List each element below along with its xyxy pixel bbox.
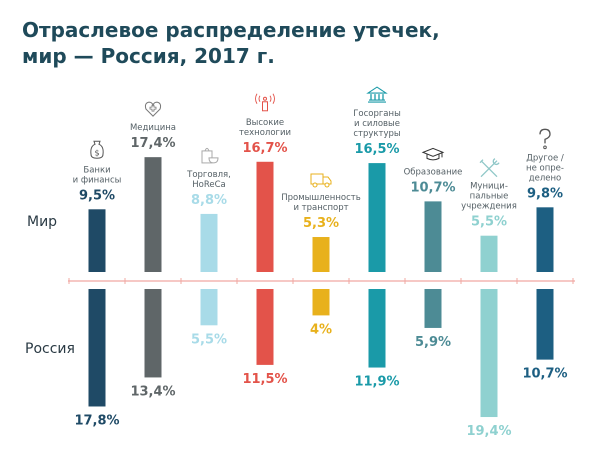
bar-world: [536, 207, 554, 272]
question-icon: [539, 128, 551, 150]
graduation-cap-icon: [421, 147, 445, 161]
bar-world: [256, 161, 274, 272]
category-label: HoReCa: [192, 180, 226, 190]
value-label-world: 8,8%: [191, 193, 227, 208]
chart-title-line-2: мир — Россия, 2017 г.: [22, 44, 275, 68]
category-label: Банки: [83, 165, 110, 175]
value-label-world: 5,3%: [303, 216, 339, 231]
value-label-russia: 5,5%: [191, 332, 227, 347]
value-label-world: 16,7%: [242, 141, 287, 156]
row-label-russia: Россия: [25, 341, 75, 357]
tools-icon: [479, 158, 500, 178]
category-label: пальные: [470, 192, 509, 202]
value-label-world: 17,4%: [130, 136, 175, 151]
value-label-russia: 11,9%: [354, 375, 399, 390]
category-group: 8,8% 5,5% Торговля,HoReCa: [186, 147, 231, 347]
category-group: 9,8% 10,7% Другое /не опре-делено: [522, 128, 568, 382]
category-label: Другое /: [526, 153, 564, 163]
value-label-russia: 11,5%: [242, 372, 287, 387]
category-label: Торговля,: [186, 170, 231, 180]
bar-russia: [88, 289, 106, 407]
category-label: и финансы: [73, 175, 122, 185]
svg-text:$: $: [94, 148, 99, 157]
category-label: и силовые: [354, 119, 400, 129]
category-label: и транспорт: [293, 203, 348, 213]
chart-title-line-1: Отраслевое распределение утечек,: [22, 18, 440, 42]
bar-russia: [536, 289, 554, 360]
category-label: Промышленность: [281, 193, 361, 203]
bar-russia: [368, 289, 386, 368]
value-label-world: 5,5%: [471, 215, 507, 230]
category-label: Медицина: [130, 123, 176, 133]
government-building-icon: [366, 86, 388, 103]
bar-russia: [424, 289, 442, 328]
category-label: технологии: [239, 128, 291, 138]
bar-russia: [312, 289, 330, 316]
value-label-russia: 13,4%: [130, 384, 175, 399]
value-label-world: 10,7%: [410, 180, 455, 195]
value-label-world: 9,5%: [79, 188, 115, 203]
row-label-world: Мир: [27, 214, 57, 230]
bar-world: [200, 213, 218, 272]
category-label: Госорганы: [353, 109, 401, 119]
truck-icon: [310, 173, 332, 188]
category-group: 10,7% 5,9% Образование: [404, 147, 463, 350]
bar-world: [88, 209, 106, 272]
bar-world: [144, 157, 162, 272]
category-group: 17,4% 13,4% Медицина: [130, 101, 176, 399]
value-label-russia: 19,4%: [466, 424, 511, 439]
bar-world: [312, 237, 330, 272]
bar-russia: [480, 289, 498, 418]
category-label: Муници-: [470, 182, 508, 192]
bar-russia: [144, 289, 162, 378]
category-label: структуры: [353, 129, 400, 139]
category-label: делено: [529, 173, 562, 183]
bar-world: [368, 163, 386, 272]
bar-world: [424, 201, 442, 272]
bar-world: [480, 235, 498, 272]
bar-russia: [200, 289, 218, 326]
value-label-russia: 17,8%: [74, 413, 119, 428]
money-bag-icon: $: [90, 140, 104, 159]
heart-cross-icon: [144, 101, 162, 117]
shopping-bag-cup-icon: [201, 147, 219, 164]
antenna-icon: [255, 93, 275, 112]
value-label-russia: 10,7%: [522, 367, 567, 382]
category-label: учреждения: [461, 202, 517, 212]
value-label-russia: 5,9%: [415, 335, 451, 350]
value-label-russia: 4%: [310, 322, 332, 337]
value-label-world: 9,8%: [527, 186, 563, 201]
category-label: не опре-: [526, 163, 564, 173]
category-label: Образование: [404, 167, 463, 177]
value-label-world: 16,5%: [354, 142, 399, 157]
category-label: Высокие: [246, 118, 284, 128]
axis-line: [68, 278, 575, 284]
bar-russia: [256, 289, 274, 365]
